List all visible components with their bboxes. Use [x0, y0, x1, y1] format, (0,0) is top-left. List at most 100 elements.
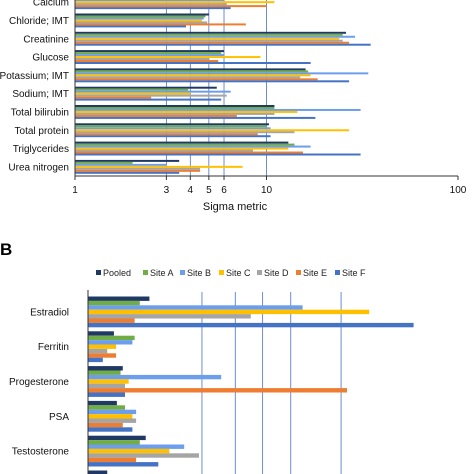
bar-testosterone-3	[88, 448, 170, 454]
panel-b-chart: B Pooled Site A Site B Site C Site D Site E Sit…	[0, 240, 414, 474]
bar-creatinine-4	[75, 39, 343, 42]
bar-progesterone-4	[88, 383, 125, 389]
bar-estradiol-0	[88, 296, 150, 301]
bar-glucose-0	[75, 50, 225, 53]
bar-potassium-imt-4	[75, 76, 301, 79]
legend-label-site-d: Site D	[264, 268, 289, 278]
legend-swatch-site-a	[143, 270, 148, 275]
bar-glucose-1	[75, 52, 222, 55]
bar-triglycerides-3	[75, 147, 289, 150]
bar-total-bilirubin-0	[75, 105, 275, 107]
bar-total-protein-1	[75, 125, 267, 128]
category-label: Chloride; IMT	[9, 16, 69, 27]
bar-calcium-4	[75, 3, 227, 6]
bar-ferritin-6	[88, 357, 103, 363]
bar-testosterone-4	[88, 453, 199, 458]
bar-total-protein-0	[75, 123, 269, 126]
bar-triglycerides-6	[75, 153, 361, 156]
bar-urea-nitrogen-6	[75, 171, 180, 174]
x-tick-label: 4	[188, 185, 194, 196]
bar-sodium-imt-6	[75, 98, 222, 101]
category-label: Estradiol	[30, 307, 69, 318]
bar-testosterone-1	[88, 440, 140, 445]
bar-calcium-5	[75, 5, 267, 8]
bar-glucose-4	[75, 58, 209, 61]
panel-label-b: B	[0, 240, 12, 259]
bar-testosterone-2	[88, 444, 185, 449]
category-label: Progesterone	[9, 377, 69, 388]
bar-psa-5	[88, 422, 123, 428]
bar-potassium-imt-0	[75, 68, 306, 71]
bar-sodium-imt-5	[75, 96, 152, 99]
bar-urea-nitrogen-2	[75, 163, 167, 166]
bar-ferritin-5	[88, 353, 117, 358]
bar-potassium-imt-3	[75, 74, 311, 77]
bar-psa-2	[88, 409, 137, 415]
legend-swatch-pooled	[96, 270, 101, 275]
bar-calcium-2	[75, 0, 225, 2]
bar-ferritin-4	[88, 348, 108, 354]
bar-chloride-imt-0	[75, 13, 209, 16]
bar-estradiol-1	[88, 300, 140, 306]
bar-total-bilirubin-6	[75, 116, 316, 119]
bar-total-protein-2	[75, 127, 271, 130]
bar-progesterone-0	[88, 366, 123, 371]
bar-urea-nitrogen-5	[75, 169, 201, 172]
bar-ferritin-2	[88, 340, 133, 345]
bar-chloride-imt-3	[75, 19, 202, 22]
bar-estradiol-6	[88, 322, 414, 328]
bar-urea-nitrogen-3	[75, 165, 243, 168]
x-tick-label: 6	[221, 185, 227, 196]
bar-potassium-imt-2	[75, 72, 369, 75]
bar-testosterone-6	[88, 462, 159, 467]
bar-urea-nitrogen-1	[75, 161, 133, 164]
bar-creatinine-2	[75, 35, 356, 38]
bar-psa-3	[88, 414, 133, 419]
bar-total-protein-6	[75, 135, 271, 138]
bar-psa-1	[88, 405, 125, 410]
bar-glucose-6	[75, 62, 311, 64]
legend-swatch-site-d	[257, 270, 262, 275]
bar-creatinine-0	[75, 31, 346, 34]
legend-swatch-site-c	[219, 270, 224, 275]
bar-creatinine-6	[75, 43, 371, 46]
x-tick-label: 1	[72, 185, 78, 196]
bar-potassium-imt-6	[75, 80, 350, 83]
bar-glucose-3	[75, 56, 261, 59]
bar-triglycerides-0	[75, 141, 289, 144]
legend-label-pooled: Pooled	[103, 268, 131, 278]
legend-swatch-site-e	[296, 270, 301, 275]
bar-sodium-imt-1	[75, 88, 189, 91]
bar-progesterone-6	[88, 392, 125, 397]
bar-chloride-imt-1	[75, 15, 206, 18]
bar-creatinine-5	[75, 41, 350, 44]
bar-progesterone-5	[88, 388, 347, 393]
bar-total-protein-4	[75, 131, 295, 134]
bar-partial-0	[88, 470, 108, 474]
bar-glucose-2	[75, 54, 225, 57]
bar-estradiol-5	[88, 318, 135, 323]
category-label: Triglycerides	[13, 144, 69, 155]
legend-label-site-b: Site B	[187, 268, 211, 278]
bar-ferritin-1	[88, 335, 135, 341]
legend-label-site-c: Site C	[226, 268, 251, 278]
x-tick-label: 5	[206, 185, 212, 196]
bar-total-protein-3	[75, 129, 350, 132]
bar-triglycerides-2	[75, 145, 311, 148]
bar-total-bilirubin-4	[75, 112, 275, 115]
category-label: Calcium	[33, 0, 69, 9]
bar-urea-nitrogen-0	[75, 159, 180, 162]
bar-psa-6	[88, 427, 133, 432]
bar-total-bilirubin-2	[75, 108, 361, 111]
bar-total-bilirubin-5	[75, 114, 237, 117]
bar-potassium-imt-5	[75, 78, 318, 81]
bar-progesterone-2	[88, 374, 222, 380]
legend-label-site-f: Site F	[342, 268, 366, 278]
bar-triglycerides-5	[75, 151, 303, 154]
bar-chloride-imt-2	[75, 17, 204, 20]
panel-a-chart: Calcium Chloride; IMT Creatinine Glucose Pot…	[0, 0, 467, 213]
bar-psa-0	[88, 400, 117, 406]
category-label: PSA	[49, 412, 69, 423]
category-label: Sodium; IMT	[12, 89, 69, 100]
